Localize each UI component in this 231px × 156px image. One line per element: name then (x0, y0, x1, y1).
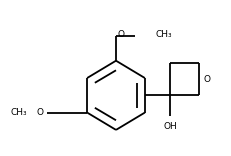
Text: O: O (117, 30, 124, 39)
Text: CH₃: CH₃ (11, 108, 27, 117)
Text: O: O (203, 75, 210, 84)
Text: O: O (37, 108, 44, 117)
Text: OH: OH (163, 122, 177, 131)
Text: CH₃: CH₃ (155, 30, 171, 39)
